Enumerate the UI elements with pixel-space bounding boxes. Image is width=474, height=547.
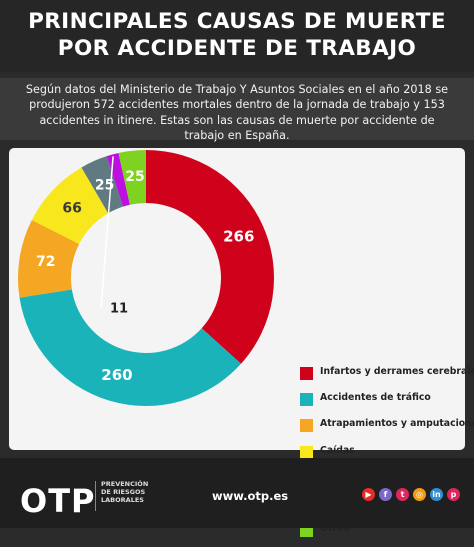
slice-3 xyxy=(17,220,80,298)
slice-label-5: 25 xyxy=(95,177,114,193)
facebook-icon[interactable]: f xyxy=(379,488,392,501)
logo-text: OTP xyxy=(20,482,96,520)
slice-label-3: 72 xyxy=(36,254,55,270)
logo-sub-line-3: LABORALES xyxy=(101,496,144,505)
legend-swatch xyxy=(300,367,313,380)
legend-label: Accidentes de tráfico xyxy=(320,392,431,404)
slice-label-7: 25 xyxy=(125,169,144,185)
slice-label-4: 66 xyxy=(62,200,81,216)
logo-sub-line-1: PREVENCIÓN xyxy=(101,480,149,488)
legend-label: Caídas xyxy=(320,444,355,456)
logo-sub-line-2: DE RIESGOS xyxy=(101,488,146,497)
slice-label-6: 11 xyxy=(110,302,128,317)
legend-swatch xyxy=(300,445,313,459)
legend-item-3: Atrapamientos y amputaciones xyxy=(300,416,474,442)
intro-box: Según datos del Ministerio de Trabajo Y … xyxy=(0,78,474,142)
title-line-2: POR ACCIDENTE DE TRABAJO xyxy=(57,36,417,61)
slice-7 xyxy=(118,150,146,205)
slice-5 xyxy=(81,156,123,214)
slice-label-1: 266 xyxy=(223,227,254,245)
donut-chart: 266 260 72 66 25 11 25 xyxy=(17,150,275,406)
page-title: PRINCIPALES CAUSAS DE MUERTE POR ACCIDEN… xyxy=(0,8,474,62)
footer-bar xyxy=(0,458,474,528)
pinterest-icon[interactable]: p xyxy=(447,488,460,501)
logo-divider xyxy=(95,481,96,511)
website-link[interactable]: www.otp.es xyxy=(212,489,289,503)
intro-text: Según datos del Ministerio de Trabajo Y … xyxy=(25,83,449,142)
legend-item-2: Accidentes de tráfico xyxy=(300,390,474,416)
twitter-icon[interactable]: t xyxy=(396,488,409,501)
title-line-1: PRINCIPALES CAUSAS DE MUERTE xyxy=(28,9,446,34)
slice-label-2: 260 xyxy=(101,366,132,384)
slice-4 xyxy=(31,167,109,245)
header-bar: PRINCIPALES CAUSAS DE MUERTE POR ACCIDEN… xyxy=(0,0,474,72)
linkedin-icon[interactable]: in xyxy=(430,488,443,501)
legend-item-4: Caídas xyxy=(300,443,474,469)
slice-2 xyxy=(19,289,241,406)
logo-subtitle: PREVENCIÓN DE RIESGOS LABORALES xyxy=(101,480,161,505)
slice-leader-line xyxy=(100,156,114,309)
legend-swatch xyxy=(300,419,313,433)
legend-label: Atrapamientos y amputaciones xyxy=(320,418,474,430)
youtube-icon[interactable]: ▶ xyxy=(362,488,375,501)
legend-item-1: Infartos y derrames cerebrales xyxy=(300,364,474,390)
legend-swatch xyxy=(300,393,313,407)
instagram-icon[interactable]: ◎ xyxy=(413,488,426,501)
otp-logo: OTP xyxy=(20,482,95,520)
legend-label: Infartos y derrames cerebrales xyxy=(320,366,474,377)
slice-1 xyxy=(146,150,275,364)
chart-panel: 266 260 72 66 25 11 25 Infartos y derrames cer… xyxy=(9,148,474,538)
